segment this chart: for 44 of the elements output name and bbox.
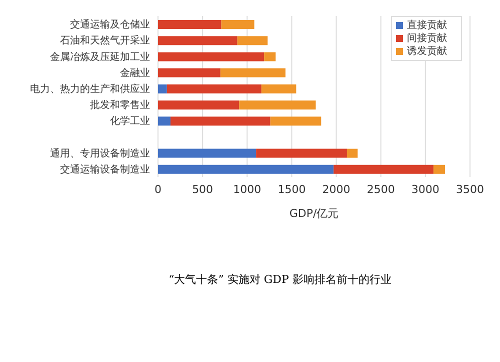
y-tick-label: 批发和零售业	[90, 99, 150, 112]
bar	[256, 148, 347, 158]
y-tick-label: 金属冶炼及压延加工业	[50, 50, 150, 63]
x-axis-title: GDP/亿元	[289, 207, 339, 220]
bar	[158, 20, 222, 29]
y-tick-label: 化学工业	[110, 115, 150, 128]
y-tick-label: 电力、热力的生产和供应业	[30, 83, 150, 95]
bar	[166, 84, 262, 94]
x-tick-label: 1000	[233, 182, 262, 196]
bar	[346, 148, 358, 158]
bar	[158, 100, 240, 110]
bar	[334, 164, 434, 174]
bar	[158, 116, 170, 126]
legend-label: 间接贡献	[407, 33, 447, 44]
bar	[158, 148, 256, 158]
legend-label: 诱发贡献	[407, 46, 447, 57]
bar	[239, 100, 316, 110]
x-tick-label: 0	[154, 182, 162, 196]
bar	[221, 20, 254, 29]
bar	[170, 116, 270, 126]
bar	[270, 116, 322, 126]
bar	[158, 164, 334, 174]
x-tick-label: 3000	[411, 182, 440, 196]
bar	[261, 84, 296, 94]
x-tick-label: 3500	[456, 182, 484, 196]
bar	[158, 36, 238, 46]
y-tick-label: 金融业	[120, 66, 150, 79]
y-tick-label: 交通运输设备制造业	[60, 164, 150, 176]
bar	[158, 68, 220, 78]
bar	[237, 36, 268, 46]
y-tick-label: 交通运输及仓储业	[70, 18, 150, 31]
y-tick-label: 通用、专用设备制造业	[50, 147, 150, 160]
bar	[158, 52, 264, 62]
text: “大气十条” 实施对 GDP 影响排名前十的行业	[168, 272, 392, 287]
bar	[264, 52, 276, 62]
x-tick-label: 500	[192, 182, 214, 196]
y-tick-label: 石油和天然气开采业	[60, 34, 150, 47]
bar	[433, 164, 446, 174]
x-tick-label: 2000	[322, 182, 350, 196]
legend-label: 直接贡献	[407, 20, 447, 31]
bar	[158, 84, 167, 94]
bar	[220, 68, 286, 78]
x-tick-label: 1500	[278, 182, 306, 196]
x-tick-label: 2500	[366, 182, 395, 196]
